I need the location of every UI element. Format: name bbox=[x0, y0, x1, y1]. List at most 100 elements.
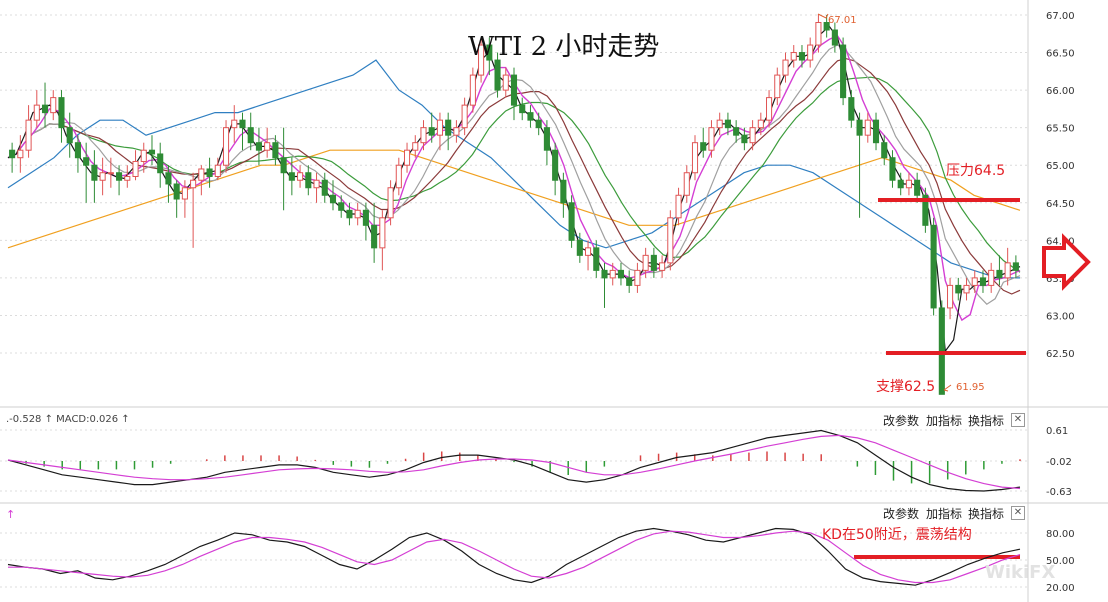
candle-body bbox=[881, 142, 888, 159]
candle-body bbox=[996, 269, 1003, 279]
candle-body bbox=[420, 127, 427, 144]
candle-body bbox=[741, 134, 748, 144]
candle-body bbox=[930, 224, 937, 309]
candle-body bbox=[99, 172, 106, 181]
candle-body bbox=[354, 209, 361, 219]
candle-body bbox=[576, 239, 583, 256]
y-tick-label: 67.00 bbox=[1046, 11, 1075, 22]
candle-body bbox=[979, 277, 987, 286]
macd-change-params-button[interactable]: 改参数 bbox=[883, 414, 920, 428]
candle-body bbox=[1012, 262, 1019, 271]
y-tick-label: 50.00 bbox=[1046, 556, 1075, 567]
candle-body bbox=[403, 149, 411, 166]
right-arrow-icon bbox=[1042, 233, 1091, 291]
kd-d-line bbox=[8, 530, 1021, 584]
candle-body bbox=[173, 183, 180, 200]
candle-body bbox=[840, 44, 847, 99]
candle-body bbox=[25, 119, 32, 151]
y-tick-label: 63.00 bbox=[1046, 311, 1075, 322]
candle-body bbox=[675, 194, 682, 219]
candle-body bbox=[724, 119, 731, 129]
y-tick-label: 62.50 bbox=[1046, 349, 1075, 360]
candle-body bbox=[601, 269, 608, 279]
candle-body bbox=[58, 97, 65, 129]
macd-add-indicator-button[interactable]: 加指标 bbox=[926, 414, 963, 428]
candle-body bbox=[181, 187, 188, 200]
candle-body bbox=[716, 119, 723, 129]
candle-body bbox=[198, 168, 205, 181]
candle-body bbox=[963, 284, 970, 294]
candle-body bbox=[83, 157, 90, 166]
ma-line-ma_blue bbox=[7, 59, 1020, 279]
candle-body bbox=[552, 149, 559, 181]
watermark-logo: WikiFX bbox=[985, 562, 1055, 583]
kd-header: ↑ bbox=[6, 508, 15, 521]
candle-body bbox=[140, 149, 147, 162]
candle-body bbox=[50, 97, 57, 114]
high-arrow-icon bbox=[817, 13, 829, 19]
candle-body bbox=[478, 44, 485, 76]
y-tick-label: 65.00 bbox=[1046, 161, 1075, 172]
candle-body bbox=[543, 127, 550, 151]
candle-body bbox=[321, 179, 328, 196]
y-tick-label: 0.61 bbox=[1046, 426, 1068, 437]
candle-body bbox=[107, 172, 114, 175]
candle-body bbox=[190, 179, 197, 189]
candle-body bbox=[626, 277, 633, 286]
candle-body bbox=[124, 175, 131, 181]
candle-body bbox=[807, 44, 814, 61]
candle-body bbox=[700, 142, 707, 151]
high-label: 67.01 bbox=[828, 15, 857, 26]
candle-body bbox=[815, 22, 822, 46]
macd-dea-line bbox=[7, 434, 1021, 490]
candle-body bbox=[33, 104, 40, 121]
candle-body bbox=[659, 262, 666, 271]
y-tick-label: 20.00 bbox=[1046, 583, 1075, 594]
main-gridlines bbox=[0, 14, 1028, 354]
y-tick-label: 66.00 bbox=[1046, 86, 1075, 97]
candle-body bbox=[691, 142, 699, 174]
candle-body bbox=[91, 164, 98, 181]
kd-gridlines bbox=[0, 532, 1028, 588]
y-tick-label: 64.50 bbox=[1046, 199, 1075, 210]
candle-body bbox=[683, 172, 690, 196]
candle-body bbox=[66, 127, 73, 144]
low-label: 61.95 bbox=[956, 382, 985, 393]
candle-body bbox=[486, 44, 493, 61]
y-tick-label: 80.00 bbox=[1046, 529, 1075, 540]
candle-body bbox=[708, 127, 715, 151]
candle-body bbox=[527, 112, 534, 121]
candle-body bbox=[864, 119, 871, 136]
candle-body bbox=[371, 224, 378, 249]
kd-add-indicator-button[interactable]: 加指标 bbox=[926, 507, 963, 521]
candle-body bbox=[305, 172, 312, 189]
candle-body bbox=[116, 172, 123, 181]
candle-body bbox=[132, 160, 139, 177]
candle-body bbox=[297, 172, 304, 181]
high-marker: 67.01 bbox=[817, 13, 857, 26]
candle-body bbox=[790, 52, 797, 61]
candle-body bbox=[412, 142, 419, 151]
candle-body bbox=[239, 119, 246, 129]
candle-body bbox=[831, 29, 838, 46]
candle-body bbox=[453, 127, 460, 136]
pressure-label: 压力64.5 bbox=[946, 163, 1005, 179]
kd-note: KD在50附近，震荡结构 bbox=[822, 527, 972, 543]
candle-body bbox=[346, 209, 353, 219]
macd-switch-indicator-button[interactable]: 换指标 bbox=[968, 414, 1005, 428]
macd-close-icon[interactable]: ✕ bbox=[1011, 413, 1025, 427]
kd-switch-indicator-button[interactable]: 换指标 bbox=[968, 507, 1005, 521]
candle-body bbox=[272, 142, 279, 159]
kd-close-icon[interactable]: ✕ bbox=[1011, 506, 1025, 520]
candle-body bbox=[313, 179, 320, 189]
support-label: 支撑62.5 bbox=[876, 379, 935, 395]
candle-body bbox=[214, 164, 221, 177]
macd-histogram bbox=[25, 451, 1021, 484]
candle-body bbox=[379, 217, 386, 249]
kd-change-params-button[interactable]: 改参数 bbox=[883, 507, 920, 521]
y-tick-label: 64.00 bbox=[1046, 236, 1075, 247]
candle-body bbox=[41, 104, 49, 114]
candle-body bbox=[584, 247, 592, 256]
candle-body bbox=[634, 269, 641, 286]
candle-body bbox=[971, 277, 978, 286]
